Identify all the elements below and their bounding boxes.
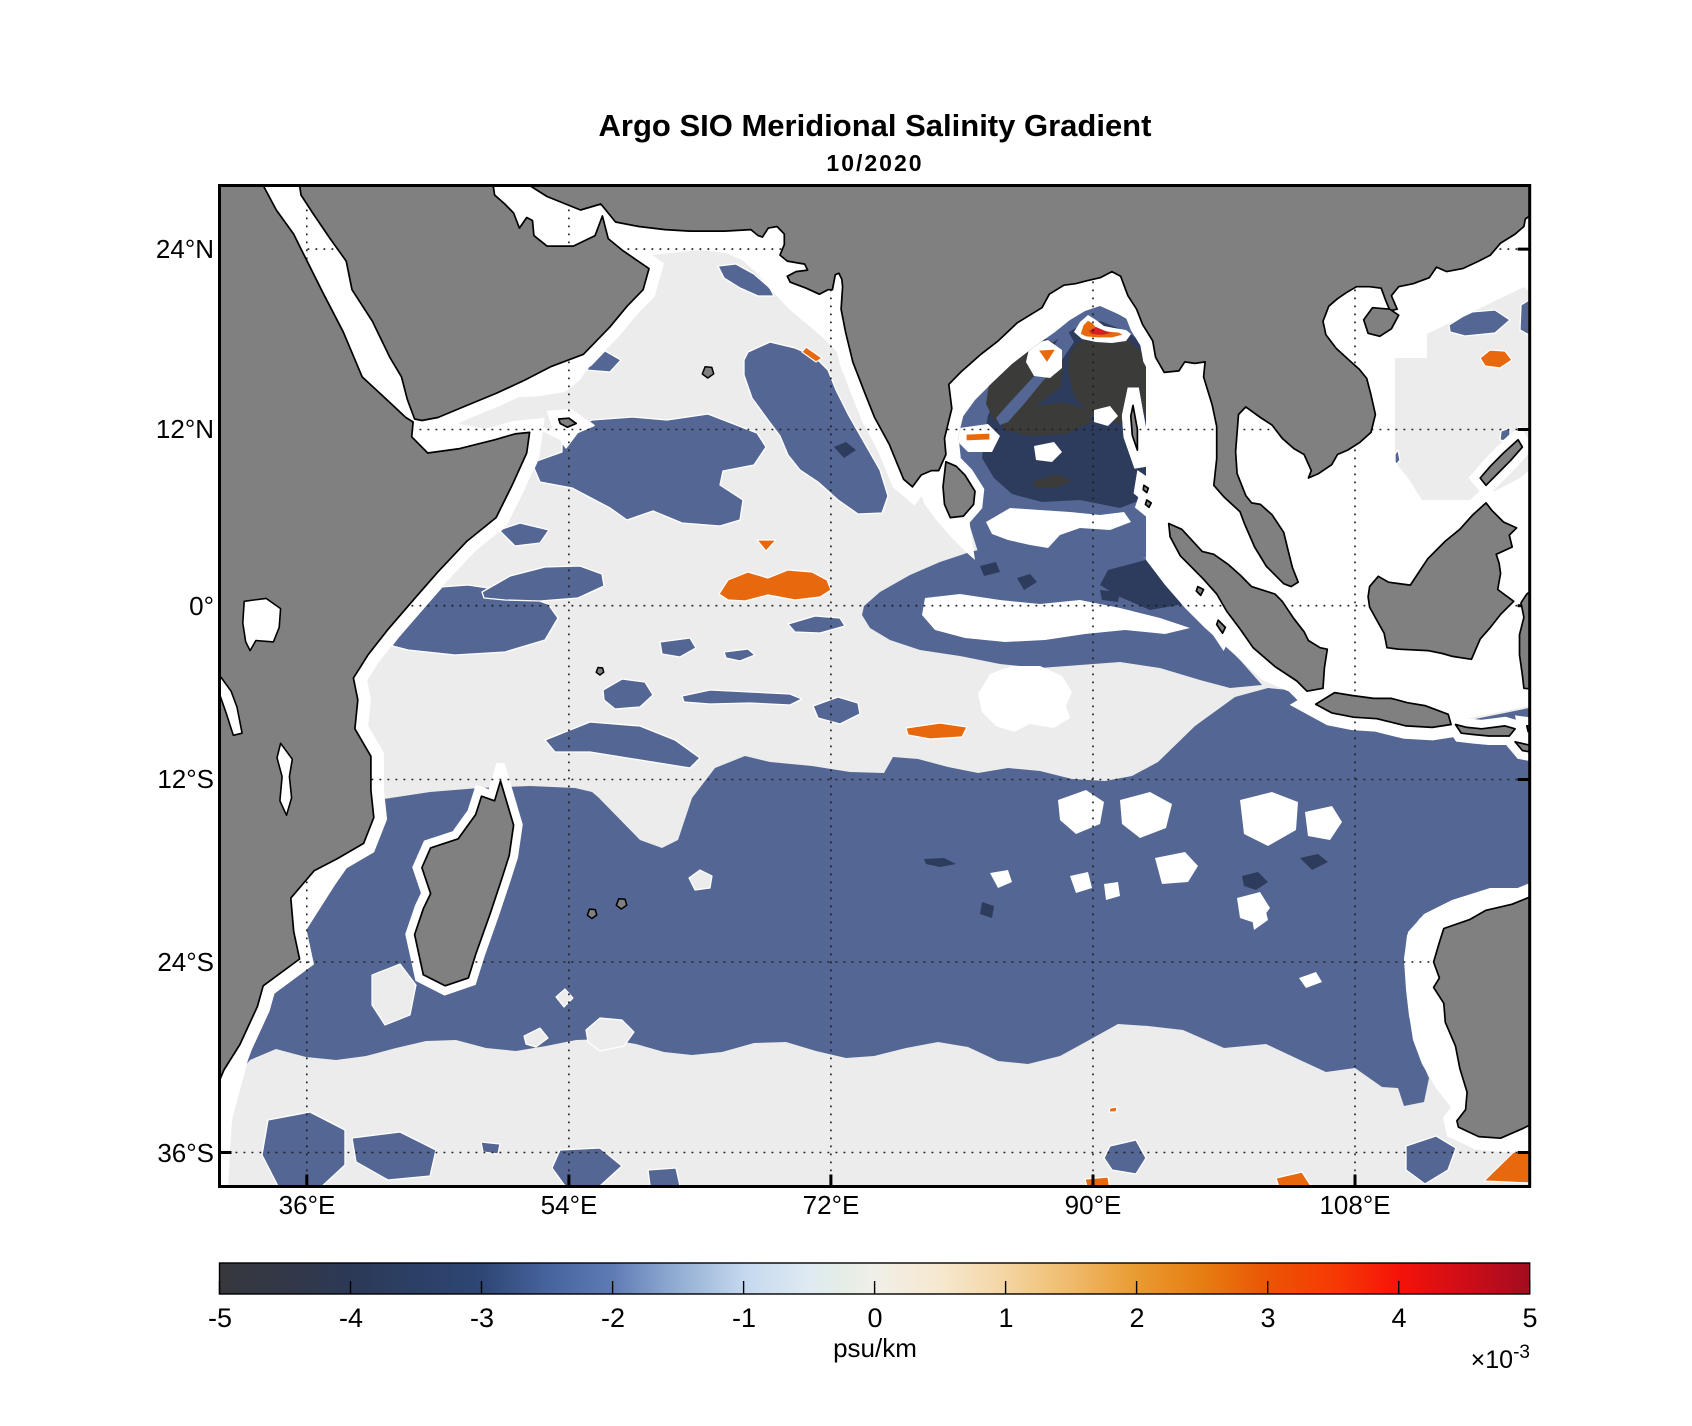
svg-text:0°: 0°: [189, 591, 214, 621]
svg-text:4: 4: [1391, 1303, 1406, 1333]
svg-text:90°E: 90°E: [1065, 1190, 1122, 1220]
svg-text:Argo SIO Meridional Salinity G: Argo SIO Meridional Salinity Gradient: [599, 108, 1152, 143]
svg-text:2: 2: [1129, 1303, 1144, 1333]
svg-text:-1: -1: [732, 1303, 756, 1333]
svg-text:3: 3: [1260, 1303, 1275, 1333]
svg-text:-4: -4: [339, 1303, 363, 1333]
svg-text:36°S: 36°S: [157, 1138, 214, 1168]
svg-text:10/2020: 10/2020: [826, 150, 923, 176]
svg-text:36°E: 36°E: [279, 1190, 336, 1220]
svg-text:108°E: 108°E: [1319, 1190, 1390, 1220]
svg-text:12°N: 12°N: [156, 414, 214, 444]
svg-text:-5: -5: [208, 1303, 232, 1333]
svg-text:psu/km: psu/km: [833, 1333, 917, 1363]
svg-text:72°E: 72°E: [803, 1190, 860, 1220]
svg-text:-2: -2: [601, 1303, 625, 1333]
svg-text:5: 5: [1522, 1303, 1537, 1333]
svg-text:54°E: 54°E: [541, 1190, 598, 1220]
svg-text:0: 0: [867, 1303, 882, 1333]
svg-text:1: 1: [998, 1303, 1013, 1333]
svg-text:12°S: 12°S: [157, 764, 214, 794]
svg-text:-3: -3: [470, 1303, 494, 1333]
svg-text:24°N: 24°N: [156, 234, 214, 264]
svg-text:24°S: 24°S: [157, 947, 214, 977]
